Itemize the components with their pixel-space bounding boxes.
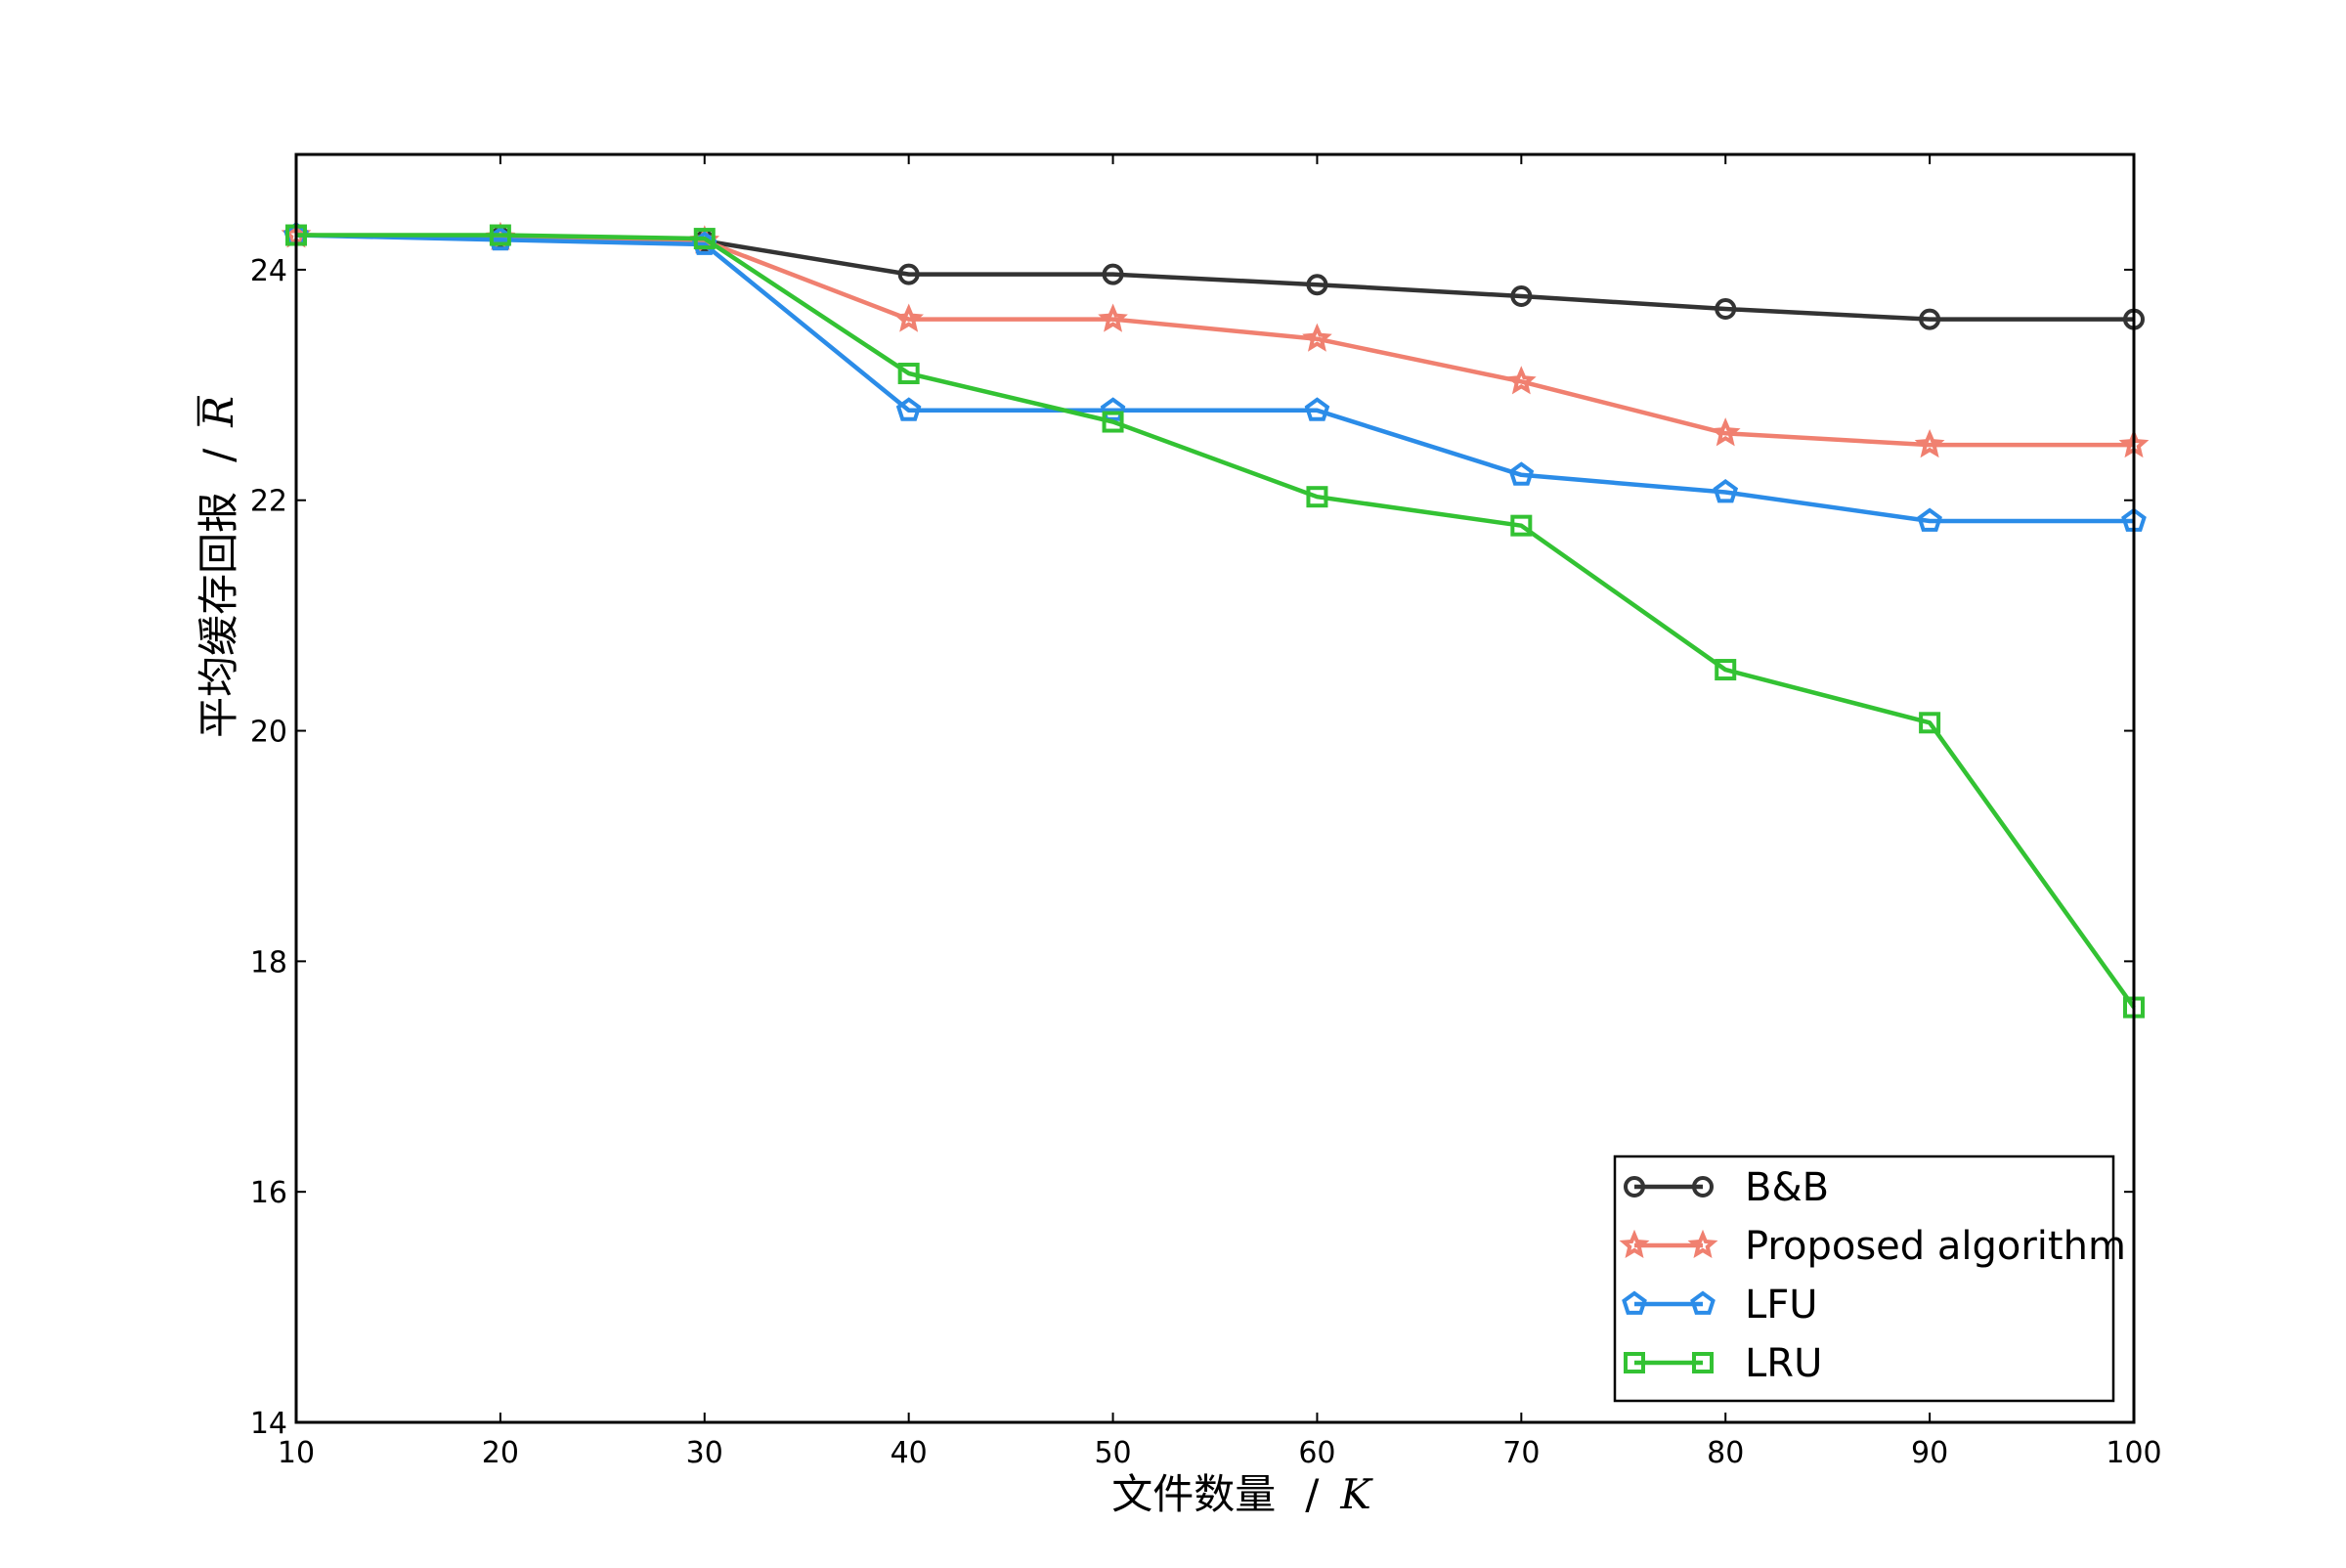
y-tick-label: 18 bbox=[250, 945, 287, 980]
data-point bbox=[693, 228, 716, 250]
data-point bbox=[1302, 323, 1332, 352]
data-point bbox=[1914, 428, 1945, 458]
legend-item: LRU bbox=[1624, 1341, 1822, 1386]
series-line bbox=[295, 233, 2134, 448]
data-point bbox=[897, 363, 920, 385]
y-tick-label: 22 bbox=[250, 485, 287, 519]
x-tick-label: 60 bbox=[1298, 1436, 1335, 1470]
data-point bbox=[1919, 308, 1941, 330]
data-point bbox=[1510, 514, 1533, 537]
series-line bbox=[295, 233, 2134, 524]
data-point bbox=[1304, 397, 1330, 421]
x-tick-label: 50 bbox=[1094, 1436, 1131, 1470]
data-point bbox=[897, 263, 920, 285]
data-point bbox=[1715, 297, 1737, 320]
x-axis-symbol: K bbox=[1339, 1470, 1373, 1518]
data-point bbox=[1306, 274, 1328, 296]
data-point bbox=[1098, 303, 1128, 332]
legend-marker bbox=[1690, 1290, 1716, 1315]
series-lru bbox=[285, 224, 2145, 1019]
y-axis-title: 平均缓存回报/R bbox=[195, 396, 242, 738]
plot-frame bbox=[294, 152, 2136, 1424]
data-point bbox=[1510, 285, 1533, 308]
x-tick-label: 70 bbox=[1502, 1436, 1540, 1470]
legend-label: LFU bbox=[1745, 1283, 1818, 1328]
x-tick-label: 30 bbox=[686, 1436, 723, 1470]
data-point bbox=[1919, 712, 1941, 734]
axis-ticks: 10 20 30 40 50 60 70 80 90 100 14 16 18 20 22 24 bbox=[250, 154, 2162, 1470]
legend-marker bbox=[1692, 1352, 1714, 1373]
legend-marker bbox=[1692, 1176, 1714, 1198]
data-point bbox=[489, 224, 511, 246]
data-point bbox=[1508, 461, 1535, 486]
y-tick-label: 20 bbox=[250, 716, 287, 750]
y-axis-symbol: R bbox=[195, 396, 242, 428]
data-point bbox=[1100, 397, 1126, 421]
x-axis-label: 文件数量 bbox=[1111, 1470, 1276, 1518]
y-tick-label: 24 bbox=[250, 254, 287, 288]
legend-marker bbox=[1622, 1290, 1647, 1315]
y-tick-label: 14 bbox=[250, 1407, 287, 1441]
data-point bbox=[1306, 486, 1328, 508]
data-point bbox=[1917, 507, 1942, 532]
data-point bbox=[1506, 366, 1537, 395]
x-tick-label: 90 bbox=[1911, 1436, 1948, 1470]
legend-label: Proposed algorithm bbox=[1745, 1224, 2126, 1269]
x-tick-label: 10 bbox=[278, 1436, 315, 1470]
legend-frame bbox=[1613, 1154, 2115, 1403]
y-axis-label: 平均缓存回报 bbox=[195, 492, 242, 738]
data-point bbox=[1715, 659, 1737, 681]
legend-item: LFU bbox=[1622, 1283, 1818, 1328]
legend-marker bbox=[1624, 1352, 1645, 1373]
y-tick-label: 16 bbox=[250, 1176, 287, 1210]
x-tick-label: 100 bbox=[2106, 1436, 2161, 1470]
legend: B&B Proposed algorithm LFU LRU bbox=[1613, 1154, 2126, 1403]
x-axis-title: 文件数量 / K bbox=[1111, 1470, 1373, 1518]
x-tick-label: 40 bbox=[891, 1436, 928, 1470]
data-point bbox=[1713, 479, 1739, 503]
legend-marker bbox=[1687, 1229, 1718, 1259]
data-point bbox=[893, 303, 924, 332]
svg-text:平均缓存回报/R: 平均缓存回报/R bbox=[195, 396, 242, 738]
data-point bbox=[895, 397, 922, 421]
legend-item: B&B bbox=[1624, 1165, 1829, 1210]
series-layer bbox=[281, 219, 2150, 1019]
data-point bbox=[1710, 417, 1741, 447]
data-point bbox=[1102, 263, 1124, 285]
x-tick-label: 20 bbox=[482, 1436, 519, 1470]
data-point bbox=[1102, 411, 1124, 433]
legend-marker bbox=[1624, 1176, 1645, 1198]
series-line bbox=[296, 233, 2136, 1009]
legend-label: B&B bbox=[1745, 1165, 1829, 1210]
legend-item: Proposed algorithm bbox=[1619, 1224, 2126, 1269]
legend-label: LRU bbox=[1745, 1341, 1822, 1386]
x-tick-label: 80 bbox=[1707, 1436, 1744, 1470]
legend-marker bbox=[1619, 1229, 1650, 1259]
